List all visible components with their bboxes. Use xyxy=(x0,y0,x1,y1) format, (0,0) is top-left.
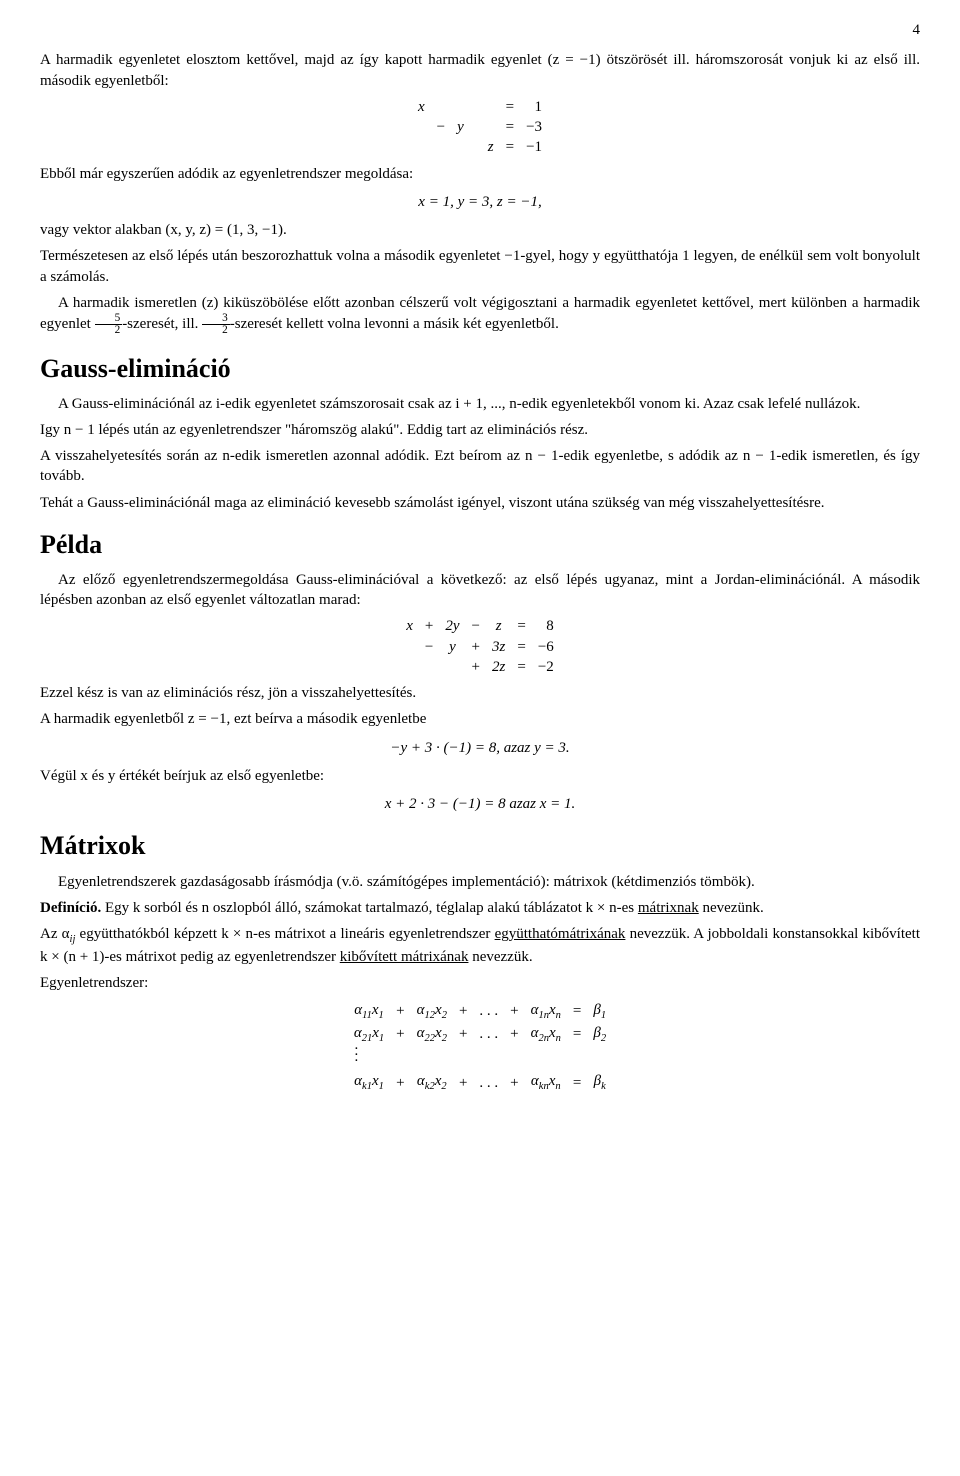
table-row: α21x1 + α22x2 + . . . + α2nxn = β2 xyxy=(348,1023,612,1046)
equation-line: x = 1, y = 3, z = −1, xyxy=(40,192,920,212)
paragraph: Igy n − 1 lépés után az egyenletrendszer… xyxy=(40,420,920,440)
paragraph: A harmadik ismeretlen (z) kiküszöbölése … xyxy=(40,293,920,337)
paragraph: Természetesen az első lépés után beszoro… xyxy=(40,246,920,287)
paragraph: Végül x és y értékét beírjuk az első egy… xyxy=(40,766,920,786)
page-number: 4 xyxy=(40,20,920,40)
paragraph: A harmadik egyenletből z = −1, ezt beírv… xyxy=(40,709,920,729)
paragraph: Egyenletrendszerek gazdaságosabb írásmód… xyxy=(40,872,920,892)
equation-system-general: α11x1 + α12x2 + . . . + α1nxn = β1 α21x1… xyxy=(348,1000,612,1095)
equation-line: x + 2 · 3 − (−1) = 8 azaz x = 1. xyxy=(40,794,920,814)
paragraph: A harmadik egyenletet elosztom kettővel,… xyxy=(40,50,920,91)
definition-label: Definíció. xyxy=(40,900,101,916)
equation-system-1: x = 1 − y = −3 z= −1 xyxy=(412,97,548,158)
paragraph: Egyenletrendszer: xyxy=(40,973,920,993)
paragraph: Ezzel kész is van az eliminációs rész, j… xyxy=(40,683,920,703)
definition: Definíció. Egy k sorból és n oszlopból á… xyxy=(40,898,920,918)
heading-gauss: Gauss-elimináció xyxy=(40,351,920,386)
paragraph: A visszahelyetesítés során az n-edik ism… xyxy=(40,446,920,487)
paragraph: Az előző egyenletrendszermegoldása Gauss… xyxy=(40,570,920,611)
heading-matrixok: Mátrixok xyxy=(40,828,920,863)
paragraph: vagy vektor alakban (x, y, z) = (1, 3, −… xyxy=(40,220,920,240)
heading-pelda: Példa xyxy=(40,527,920,562)
paragraph: Ebből már egyszerűen adódik az egyenletr… xyxy=(40,164,920,184)
table-row: αk1x1 + αk2x2 + . . . + αknxn = βk xyxy=(348,1071,612,1094)
paragraph: Tehát a Gauss-eliminációnál maga az elim… xyxy=(40,493,920,513)
table-row-vdots: ··· xyxy=(348,1046,612,1071)
paragraph: A Gauss-eliminációnál az i-edik egyenlet… xyxy=(40,394,920,414)
paragraph: Az αij együtthatókból képzett k × n-es m… xyxy=(40,924,920,967)
equation-system-2: x+ 2y− z= 8 − y+ 3z= −6 + 2z= −2 xyxy=(400,616,560,677)
equation-line: −y + 3 · (−1) = 8, azaz y = 3. xyxy=(40,738,920,758)
table-row: α11x1 + α12x2 + . . . + α1nxn = β1 xyxy=(348,1000,612,1023)
